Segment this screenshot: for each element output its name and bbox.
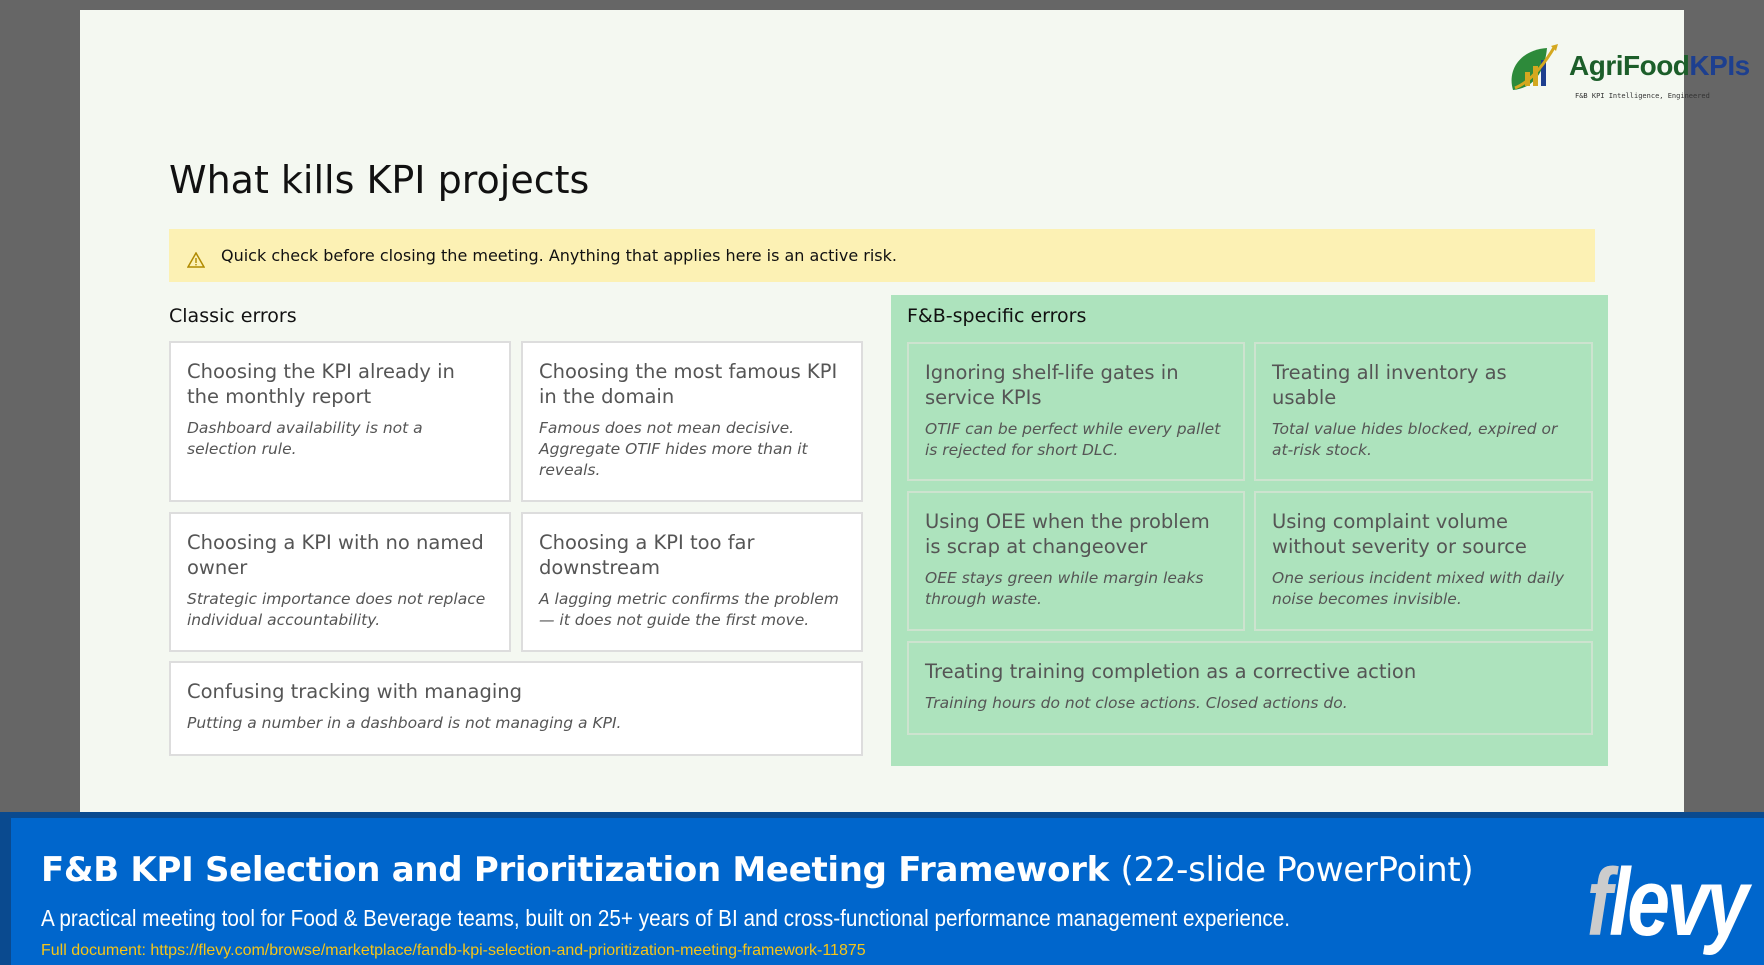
card-desc: OEE stays green while margin leaks throu… (925, 569, 1204, 608)
leaf-chart-icon (1511, 44, 1558, 90)
card-title: Treating training completion as a correc… (925, 660, 1417, 683)
card-title: Choosing a KPI too far downstream (539, 531, 755, 579)
logo-tagline: F&B KPI Intelligence, Engineered (1575, 92, 1710, 100)
warning-text: Quick check before closing the meeting. … (221, 246, 897, 265)
fnb-errors-label: F&B-specific errors (907, 305, 1087, 327)
banner-subtitle: A practical meeting tool for Food & Beve… (41, 905, 1291, 931)
flevy-logo: flevy (1586, 849, 1749, 956)
card-desc: Famous does not mean decisive. Aggregate… (539, 419, 808, 479)
classic-error-card: Confusing tracking with managing Putting… (169, 661, 863, 756)
logo-name: AgriFood (1569, 50, 1690, 81)
document-link[interactable]: Full document: https://flevy.com/browse/… (41, 942, 866, 959)
card-desc: Total value hides blocked, expired or at… (1272, 420, 1558, 459)
warning-triangle-icon (187, 251, 205, 268)
fnb-error-card: Using complaint volume without severity … (1254, 491, 1593, 631)
banner-title: F&B KPI Selection and Prioritization Mee… (41, 850, 1474, 890)
classic-error-card: Choosing the most famous KPI in the doma… (521, 341, 863, 502)
card-title: Choosing a KPI with no named owner (187, 531, 484, 579)
page-title: What kills KPI projects (169, 158, 590, 202)
card-desc: One serious incident mixed with daily no… (1272, 569, 1565, 608)
card-desc: Putting a number in a dashboard is not m… (187, 714, 622, 732)
card-desc: Training hours do not close actions. Clo… (925, 694, 1348, 712)
warning-banner: Quick check before closing the meeting. … (169, 229, 1595, 282)
fnb-error-card: Using OEE when the problem is scrap at c… (907, 491, 1245, 631)
banner-title-suffix: (22-slide PowerPoint) (1120, 850, 1474, 890)
card-title: Choosing the most famous KPI in the doma… (539, 360, 838, 408)
banner-title-main: F&B KPI Selection and Prioritization Mee… (41, 850, 1109, 890)
fnb-error-card: Ignoring shelf-life gates in service KPI… (907, 342, 1245, 481)
card-desc: OTIF can be perfect while every pallet i… (925, 420, 1221, 459)
fnb-error-card: Treating all inventory as usable Total v… (1254, 342, 1593, 481)
fnb-errors-panel (891, 295, 1608, 766)
agrifoodkpis-logo: AgriFoodKPIs F&B KPI Intelligence, Engin… (1505, 40, 1764, 110)
card-title: Treating all inventory as usable (1272, 361, 1507, 409)
card-title: Ignoring shelf-life gates in service KPI… (925, 361, 1179, 409)
card-desc: A lagging metric confirms the problem — … (539, 590, 839, 629)
classic-error-card: Choosing the KPI already in the monthly … (169, 341, 511, 502)
card-title: Using complaint volume without severity … (1272, 510, 1527, 558)
fnb-error-card: Treating training completion as a correc… (907, 641, 1593, 735)
card-title: Choosing the KPI already in the monthly … (187, 360, 455, 408)
classic-error-card: Choosing a KPI too far downstream A lagg… (521, 512, 863, 652)
classic-errors-label: Classic errors (169, 305, 297, 327)
logo-name-accent: KPIs (1689, 50, 1750, 81)
card-title: Using OEE when the problem is scrap at c… (925, 510, 1210, 558)
classic-error-card: Choosing a KPI with no named owner Strat… (169, 512, 511, 652)
card-title: Confusing tracking with managing (187, 680, 522, 703)
card-desc: Strategic importance does not replace in… (187, 590, 486, 629)
card-desc: Dashboard availability is not a selectio… (187, 419, 423, 458)
document-banner: F&B KPI Selection and Prioritization Mee… (0, 812, 1764, 965)
